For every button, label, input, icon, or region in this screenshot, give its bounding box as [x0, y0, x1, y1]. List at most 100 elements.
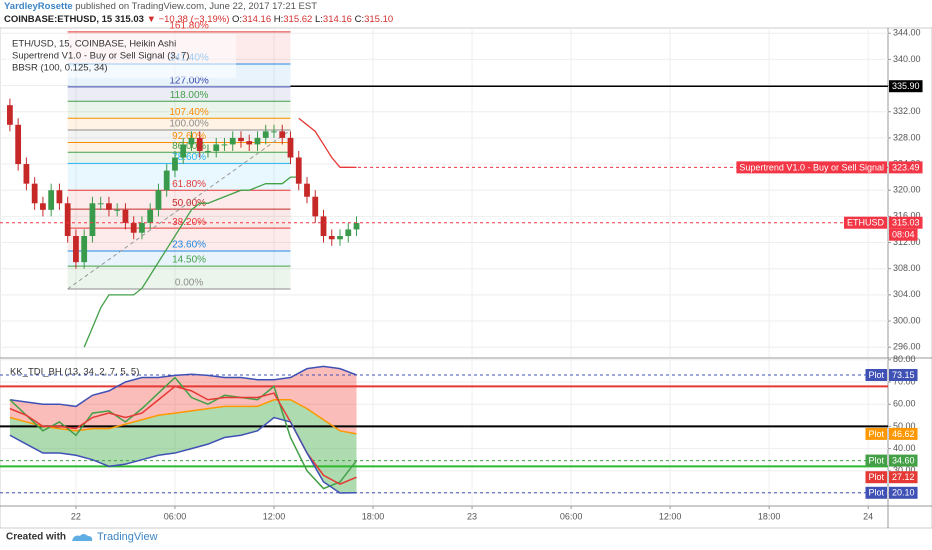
y-tick-label: 80.00 [893, 354, 916, 364]
price-tag-box [889, 161, 923, 174]
price-line-name: Supertrend V1.0 - Buy or Sell Signal [739, 162, 884, 172]
fib-label: 107.40% [169, 107, 209, 118]
fib-label: 14.50% [172, 255, 206, 266]
header-line: COINBASE:ETHUSD, 15 315.03 ▼ −10.38 (−3.… [4, 13, 393, 26]
x-tick-label: 24 [863, 511, 873, 521]
created-with: Created with [6, 532, 66, 543]
ohlc-value: 314.16 [242, 14, 272, 25]
y-tick-label: 60.00 [893, 399, 916, 409]
author[interactable]: YardleyRosette [4, 1, 73, 12]
price-tag-box [889, 216, 923, 229]
indicator-title: KK_TDI_BH (13, 34, 2, 7, 5, 5) [10, 367, 139, 378]
footer: Created with TradingView [6, 531, 158, 543]
candle-body [122, 209, 129, 223]
symbol: COINBASE:ETHUSD, 15 [4, 14, 113, 25]
ohlc-key: C: [354, 14, 365, 25]
series-name-tag: Plot [868, 429, 884, 439]
fib-band [67, 251, 291, 267]
y-tick-label: 316.00 [893, 211, 921, 221]
price-line-name: ETHUSD [847, 218, 885, 228]
ohlc-value: 314.16 [322, 14, 352, 25]
brand[interactable]: TradingView [97, 531, 158, 543]
candle-body [114, 209, 121, 211]
candle-body [106, 203, 112, 210]
countdown-box [889, 228, 918, 241]
candle-body [81, 235, 88, 263]
fib-label: 127.00% [169, 76, 209, 87]
x-tick-label: 23 [467, 511, 477, 521]
candle-body [56, 190, 63, 204]
x-tick-label: 06:00 [164, 511, 187, 521]
candle-body [97, 203, 104, 205]
candle-body [205, 150, 211, 152]
fib-label: 23.60% [172, 240, 206, 251]
candle-body [147, 209, 154, 223]
x-tick-label: 06:00 [560, 511, 583, 521]
candle-body [279, 131, 286, 138]
fib-label: 100.00% [169, 119, 209, 130]
candle-body [7, 105, 13, 125]
fib-label: 78.60% [172, 152, 206, 163]
value-tag: 73.15 [892, 370, 915, 380]
candle-body [163, 170, 170, 191]
candle-body [73, 235, 79, 263]
fib-label: 118.00% [170, 90, 209, 101]
y-tick-label: 312.00 [893, 237, 921, 247]
candle-body [48, 190, 55, 210]
x-tick-label: 18:00 [362, 511, 385, 521]
price-tag: 323.49 [892, 162, 920, 172]
value-tag: 20.10 [892, 488, 915, 498]
candle-body [23, 164, 30, 184]
y-tick-label: 332.00 [893, 106, 921, 116]
y-tick-label: 304.00 [893, 289, 921, 299]
indicator-line [9, 365, 357, 408]
candle-body [64, 203, 71, 236]
supertrend-line [83, 176, 299, 348]
y-tick-label: 340.00 [893, 54, 921, 64]
fib-band [67, 101, 291, 119]
candle-body [320, 216, 327, 236]
fib-label: 50.00% [172, 198, 206, 209]
candle-body [345, 229, 352, 236]
y-tick-label: 320.00 [893, 185, 921, 195]
fib-band [67, 118, 291, 131]
candle-body [139, 222, 145, 233]
fib-band [67, 266, 291, 289]
price-tag: 335.90 [892, 81, 920, 91]
value-tag-box [889, 486, 918, 499]
series-name-tag-box [865, 368, 887, 381]
fib-label: 92.60% [172, 131, 206, 142]
x-tick-label: 12:00 [659, 511, 682, 521]
value-tag-box [889, 454, 918, 467]
candle-body [15, 124, 22, 165]
legend-entry: ETH/USD, 15, COINBASE, Heikin Ashi [12, 39, 176, 50]
y-tick-label: 30.00 [893, 465, 916, 475]
fib-trend [67, 129, 291, 290]
candle-body [89, 203, 96, 236]
x-tick-label: 18:00 [758, 511, 781, 521]
ohlc-key: O: [232, 14, 243, 25]
candle-body [295, 157, 302, 184]
fib-label: 61.80% [172, 179, 206, 190]
ohlc-key: H: [273, 14, 284, 25]
y-tick-label: 300.00 [893, 315, 921, 325]
value-tag-box [889, 427, 918, 440]
fib-band [67, 152, 291, 164]
price-line-name-box [736, 161, 887, 174]
y-tick-label: 296.00 [893, 342, 921, 352]
value-tag: 27.12 [892, 472, 915, 482]
candle-body [262, 131, 269, 138]
candle-body [254, 137, 261, 145]
fib-band [67, 190, 291, 210]
legend-entry: Supertrend V1.0 - Buy or Sell Signal (3,… [12, 51, 189, 62]
indicator-line [9, 416, 357, 494]
fib-label: 161.80% [169, 21, 209, 32]
x-tick-label: 22 [71, 511, 81, 521]
candle-body [188, 137, 195, 145]
candle-body [196, 137, 203, 151]
candle-body [130, 222, 137, 233]
published: published on TradingView.com, June 22, 2… [75, 1, 318, 12]
x-tick-label: 12:00 [263, 511, 286, 521]
legend-bg [6, 34, 236, 78]
